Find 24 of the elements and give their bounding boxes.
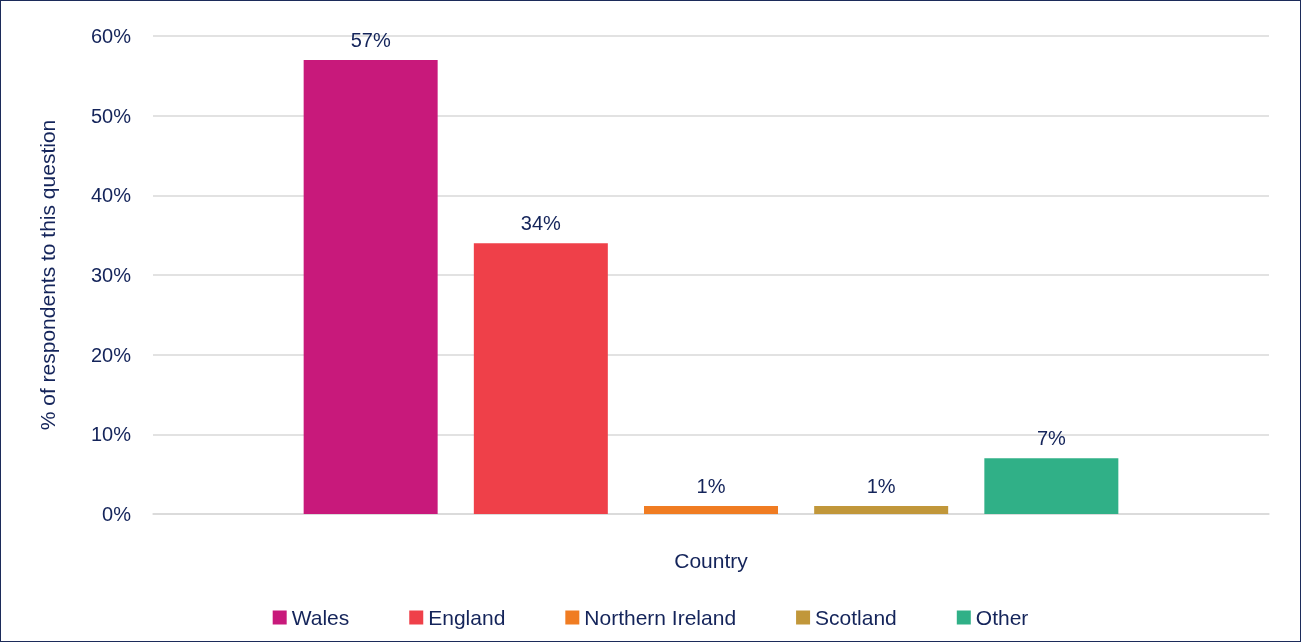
legend-label: England [428, 606, 506, 629]
bar [814, 506, 949, 514]
data-label: 7% [1036, 427, 1067, 450]
legend-label: Northern Ireland [584, 606, 737, 629]
data-label: 57% [350, 28, 391, 51]
y-tick-label: 40% [90, 184, 132, 207]
y-tick-label: 20% [90, 343, 132, 366]
legend-label: Scotland [815, 606, 897, 629]
bar [644, 506, 778, 514]
y-tick-label: 0% [102, 503, 132, 525]
x-axis-title: Country [674, 549, 749, 572]
y-tick-label: 10% [90, 423, 132, 446]
y-tick-label: 30% [90, 264, 132, 286]
bar [473, 243, 608, 514]
y-tick-label: 60% [90, 25, 132, 47]
y-tick-label: 50% [90, 104, 132, 127]
legend-label: Wales [291, 606, 350, 629]
legend-label: Other [975, 606, 1029, 629]
bar [303, 59, 438, 514]
data-label: 1% [866, 475, 896, 498]
bar [984, 458, 1119, 514]
data-label: 34% [520, 212, 562, 235]
data-label: 1% [696, 475, 726, 498]
y-axis-title: % of respondents to this question [36, 119, 59, 431]
